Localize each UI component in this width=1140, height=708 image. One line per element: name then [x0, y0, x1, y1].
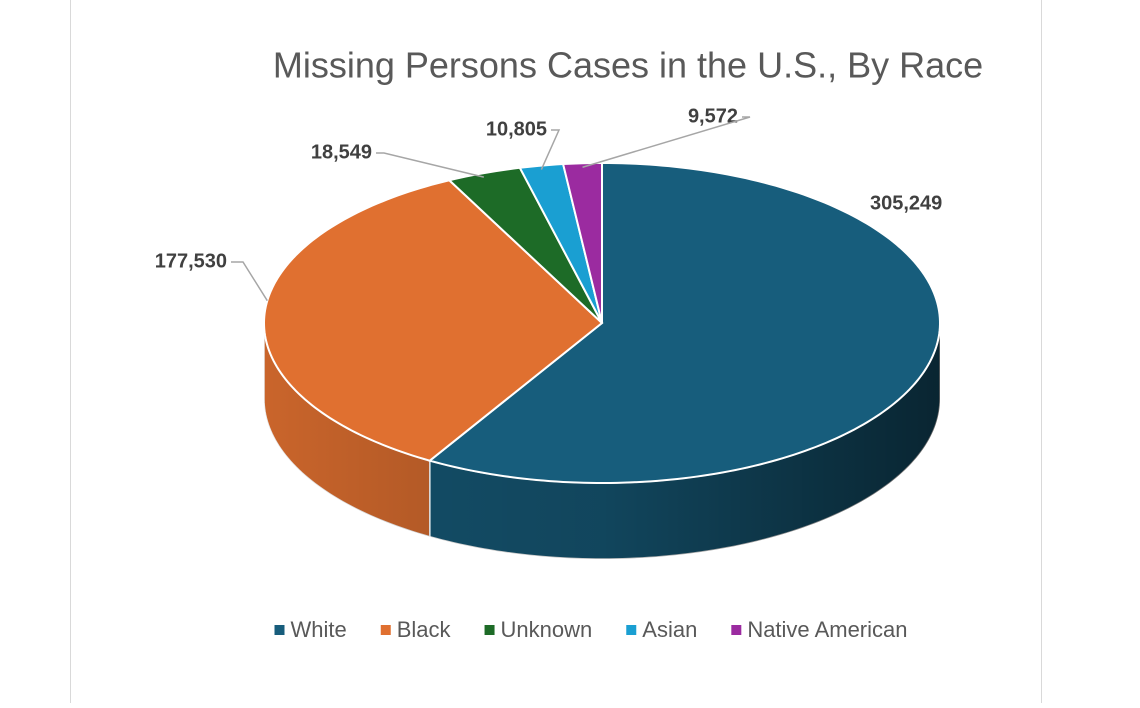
- pie-slice: [263, 179, 604, 462]
- pie-side-shade: [429, 323, 940, 559]
- leader-line: [376, 152, 485, 178]
- pie-side-shade: [264, 323, 430, 537]
- pie-slice: [561, 161, 603, 324]
- data-label: 9,572: [688, 105, 738, 127]
- legend-label: Unknown: [501, 617, 593, 642]
- legend-swatch: [380, 625, 391, 635]
- chart-title: Missing Persons Cases in the U.S., By Ra…: [273, 45, 983, 86]
- legend-label: Asian: [642, 617, 697, 642]
- legend-item: White: [274, 617, 347, 642]
- legend-item: Native American: [731, 617, 908, 642]
- data-label: 177,530: [155, 250, 227, 272]
- legend-swatch: [626, 625, 637, 635]
- leader-line: [231, 261, 268, 302]
- leader-line: [540, 129, 561, 170]
- data-label: 305,249: [870, 192, 942, 214]
- legend-label: Black: [397, 617, 452, 642]
- legend-item: Asian: [626, 617, 697, 642]
- legend-item: Black: [380, 617, 452, 642]
- legend-label: Native American: [747, 617, 907, 642]
- legend-label: White: [291, 617, 347, 642]
- data-label: 10,805: [486, 118, 547, 140]
- legend-swatch: [484, 625, 495, 635]
- leader-line: [582, 116, 751, 168]
- data-label: 18,549: [311, 141, 372, 163]
- legend-swatch: [274, 625, 285, 635]
- pie-slice: [518, 163, 603, 324]
- pie-slice: [427, 161, 941, 484]
- legend-item: Unknown: [484, 617, 593, 642]
- legend-swatch: [731, 625, 742, 635]
- pie-slice: [447, 166, 603, 324]
